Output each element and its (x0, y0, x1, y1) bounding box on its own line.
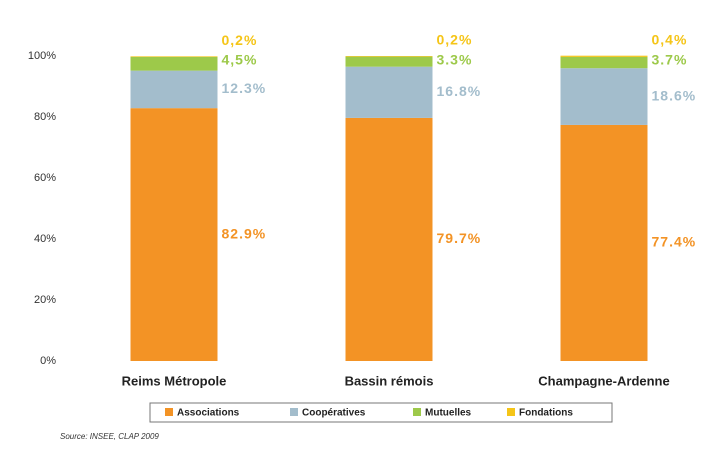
data-label: 12.3% (222, 80, 267, 96)
data-label: 16.8% (437, 83, 482, 99)
legend-label: Coopératives (302, 408, 366, 419)
bar-segment (345, 56, 433, 67)
legend-label: Mutuelles (425, 408, 472, 419)
data-label: 3.7% (652, 52, 688, 68)
bar-segment (560, 55, 648, 57)
legend-label: Associations (177, 408, 240, 419)
data-label: 79.7% (437, 230, 482, 246)
source: Source: INSEE, CLAP 2009 (60, 432, 159, 441)
y-tick-label: 60% (34, 172, 56, 184)
bar-segment (345, 117, 433, 361)
y-tick-label: 20% (34, 294, 56, 306)
data-label: 0,2% (437, 32, 473, 48)
bar-segment (130, 70, 218, 109)
legend-swatch (507, 408, 515, 416)
data-label: 0,4% (652, 31, 688, 47)
legend-label: Fondations (519, 408, 573, 419)
data-label: 4,5% (222, 52, 258, 68)
data-label: 82.9% (222, 225, 267, 241)
legend-swatch (413, 408, 421, 416)
data-label: 0,2% (222, 32, 258, 48)
data-label: 18.6% (652, 87, 697, 103)
legend-swatch (165, 408, 173, 416)
x-tick-label: Reims Métropole (122, 373, 227, 388)
x-tick-label: Bassin rémois (345, 373, 434, 388)
data-label: 3.3% (437, 51, 473, 67)
data-label: 77.4% (652, 234, 697, 250)
legend-swatch (290, 408, 298, 416)
bar-segment (345, 56, 433, 57)
bar-segment (130, 56, 218, 57)
bar-segment (560, 56, 648, 69)
y-tick-label: 0% (40, 355, 56, 367)
y-tick-label: 100% (28, 50, 56, 62)
legend-box (149, 402, 613, 423)
bar-segment (130, 56, 218, 71)
y-tick-label: 40% (34, 233, 56, 245)
bar-segment (130, 108, 218, 361)
bar-segment (560, 124, 648, 362)
bar-segment (560, 68, 648, 125)
bar-segment (345, 66, 433, 118)
x-tick-label: Champagne-Ardenne (538, 373, 669, 388)
y-tick-label: 80% (34, 111, 56, 123)
